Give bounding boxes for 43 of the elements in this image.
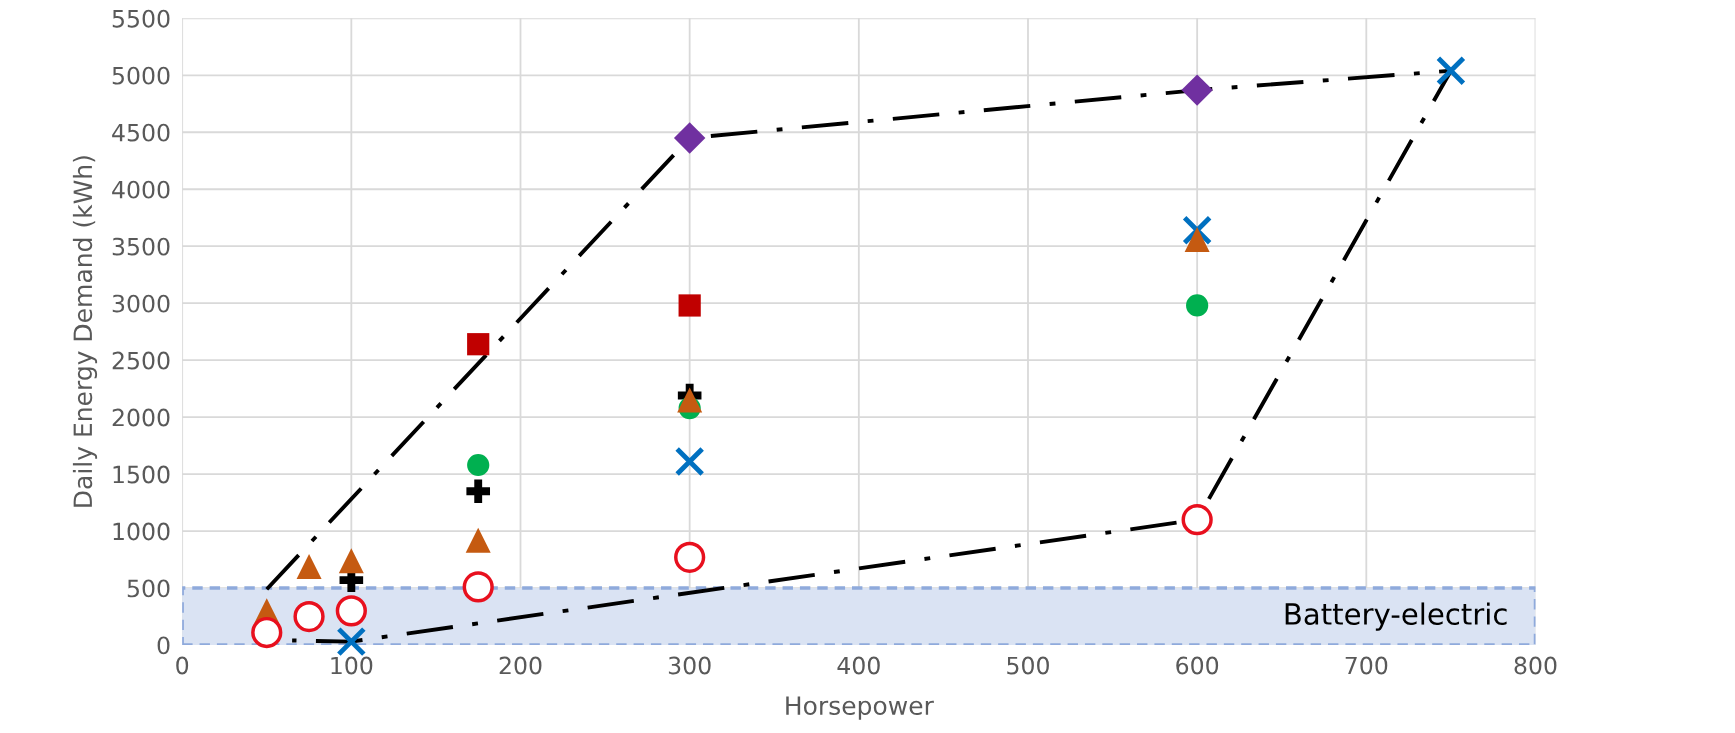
point bbox=[338, 548, 364, 574]
point bbox=[677, 387, 703, 413]
point bbox=[1184, 226, 1210, 252]
x-tick-label: 800 bbox=[1514, 656, 1557, 675]
y-tick-label: 500 bbox=[127, 579, 170, 598]
y-tick-label: 2500 bbox=[112, 351, 170, 370]
y-axis-title: Daily Energy Demand (kWh) bbox=[72, 156, 98, 507]
x-tick-label: 300 bbox=[668, 656, 711, 675]
point bbox=[467, 453, 490, 477]
x-tick-label: 400 bbox=[837, 656, 880, 675]
band-label: Battery-electric bbox=[1285, 602, 1507, 631]
point bbox=[296, 553, 322, 579]
point bbox=[462, 571, 494, 603]
y-tick-label: 1000 bbox=[113, 522, 170, 541]
point bbox=[1186, 294, 1209, 317]
x-axis-title: Horsepower bbox=[786, 696, 934, 720]
point bbox=[465, 527, 491, 553]
y-tick-label: 1500 bbox=[113, 465, 170, 484]
y-tick-label: 3000 bbox=[112, 294, 170, 313]
point bbox=[293, 600, 325, 633]
point bbox=[678, 294, 701, 317]
y-tick-label: 2000 bbox=[112, 408, 170, 427]
x-tick-label: 200 bbox=[499, 656, 542, 675]
point bbox=[466, 479, 491, 504]
y-tick-label: 5500 bbox=[112, 9, 170, 28]
x-tick-label: 100 bbox=[331, 656, 373, 675]
point bbox=[1181, 74, 1213, 106]
point bbox=[673, 122, 706, 154]
point bbox=[251, 616, 283, 649]
point bbox=[335, 595, 367, 627]
x-tick-label: 700 bbox=[1345, 656, 1388, 675]
point bbox=[674, 541, 706, 573]
y-tick-label: 4000 bbox=[112, 180, 170, 199]
y-tick-label: 4500 bbox=[112, 123, 170, 142]
x-tick-label: 600 bbox=[1176, 656, 1219, 675]
x-tick-label: 500 bbox=[1007, 656, 1049, 675]
point bbox=[1181, 504, 1213, 536]
y-tick-label: 3500 bbox=[112, 237, 170, 256]
point bbox=[467, 333, 490, 356]
x-tick-label: 0 bbox=[176, 656, 189, 675]
y-tick-label: 5000 bbox=[112, 66, 170, 85]
point bbox=[674, 446, 705, 477]
y-tick-label: 0 bbox=[157, 636, 170, 655]
